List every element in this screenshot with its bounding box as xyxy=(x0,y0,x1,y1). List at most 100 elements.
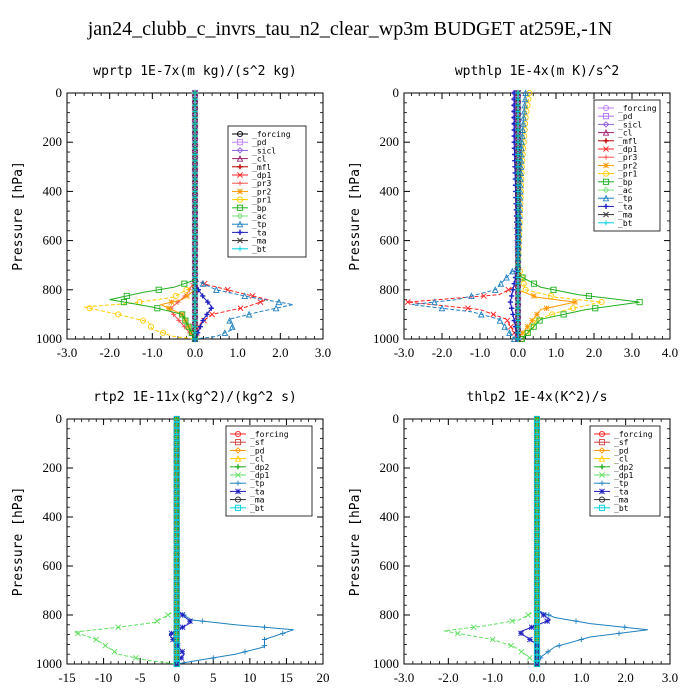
series-marker xyxy=(533,317,540,324)
series-marker xyxy=(573,618,579,624)
legend-marker xyxy=(236,147,244,154)
series-marker xyxy=(173,562,180,570)
series-marker xyxy=(477,310,485,318)
series-marker xyxy=(102,642,109,649)
legend-entry: _forcing xyxy=(232,130,291,139)
series-marker xyxy=(533,624,541,631)
series-marker xyxy=(540,612,547,618)
legend-marker xyxy=(602,104,610,112)
series-marker xyxy=(173,458,180,465)
series-marker xyxy=(533,611,541,619)
legend-box xyxy=(589,425,661,517)
series-marker xyxy=(173,660,180,668)
legend-entry: _mfl xyxy=(232,163,271,172)
plot-frame xyxy=(66,418,324,665)
series-marker xyxy=(533,428,541,435)
series-bt xyxy=(192,90,198,342)
legend-marker xyxy=(234,504,242,511)
series-marker xyxy=(497,280,505,287)
legend-marker xyxy=(603,162,609,169)
legend-entry: _bt xyxy=(598,219,633,228)
x-tick-label: -3.0 xyxy=(394,345,415,360)
series-marker xyxy=(533,605,541,612)
legend-entry: _ma xyxy=(232,237,267,246)
y-tick-label: 400 xyxy=(43,509,63,524)
legend-label: _pr3 xyxy=(618,153,637,162)
legend-entry: _pr2 xyxy=(598,161,637,170)
series-marker xyxy=(515,238,521,244)
series-marker xyxy=(533,556,541,563)
series-marker xyxy=(192,293,198,299)
series-marker xyxy=(519,120,527,127)
legend-marker xyxy=(234,454,242,462)
series-marker xyxy=(533,471,541,478)
x-tick-label: 2.0 xyxy=(272,345,288,360)
legend-marker xyxy=(602,170,610,177)
legend-marker xyxy=(598,447,606,454)
legend-marker xyxy=(237,164,243,170)
series-marker xyxy=(515,182,521,188)
series-marker xyxy=(186,618,193,625)
y-tick-label: 200 xyxy=(43,134,63,149)
legend-marker xyxy=(235,472,241,478)
series-marker xyxy=(480,293,487,299)
series-marker xyxy=(170,636,176,643)
series-marker xyxy=(165,612,171,618)
series-marker xyxy=(192,102,198,108)
series-marker xyxy=(509,305,515,311)
legend-label: _ta xyxy=(250,487,265,496)
series-marker xyxy=(173,624,180,631)
y-tick-label: 200 xyxy=(43,460,63,475)
legend-entry: _dp2 xyxy=(594,463,633,472)
series-marker xyxy=(533,501,541,508)
series-marker xyxy=(179,612,186,618)
series-marker xyxy=(192,324,198,330)
legend-entry: _bt xyxy=(230,504,265,513)
series-marker xyxy=(521,101,528,109)
legend-label: _bp xyxy=(252,204,267,213)
series-marker xyxy=(533,581,541,588)
series-marker xyxy=(533,660,541,668)
series-marker xyxy=(515,274,521,281)
series-marker xyxy=(178,654,185,661)
series-marker xyxy=(518,132,526,140)
series-marker xyxy=(528,624,535,631)
x-tick-label: -5 xyxy=(135,670,146,685)
series-marker xyxy=(140,317,147,324)
series-marker xyxy=(533,630,541,637)
series-marker xyxy=(192,96,198,102)
series-marker xyxy=(508,267,516,275)
series-line xyxy=(517,92,602,340)
series-marker xyxy=(208,305,214,311)
legend-marker xyxy=(234,439,242,446)
series-marker xyxy=(154,305,161,312)
legend-label: _tp xyxy=(618,194,633,203)
series-marker xyxy=(524,329,531,336)
y-tick-label: 400 xyxy=(43,183,63,198)
x-tick-label: -2.0 xyxy=(432,345,453,360)
y-tick-label: 0 xyxy=(56,411,63,426)
series-marker xyxy=(115,624,122,631)
legend-label: _forcing xyxy=(618,104,657,113)
series-marker xyxy=(515,330,521,336)
panel-title: wprtp 1E-7x(m kg)/(s^2 kg) xyxy=(93,64,297,79)
series-dp1 xyxy=(443,609,540,667)
legend-label: _bt xyxy=(250,504,265,513)
series-marker xyxy=(174,642,181,649)
y-tick-label: 0 xyxy=(393,85,400,100)
x-tick-label: 0.0 xyxy=(187,345,203,360)
series-marker xyxy=(173,526,180,533)
series-marker xyxy=(86,305,93,312)
legend-label: _bt xyxy=(614,504,629,513)
legend-label: _pr2 xyxy=(252,187,271,196)
series-marker xyxy=(173,636,180,643)
x-tick-label: 3.0 xyxy=(315,345,331,360)
legend-label: _pr1 xyxy=(252,196,271,205)
series-marker xyxy=(192,201,198,207)
legend-label: _bt xyxy=(252,245,267,254)
series-marker xyxy=(616,630,622,636)
x-tick-label: 0.0 xyxy=(510,345,526,360)
series-marker xyxy=(192,145,198,151)
series-marker xyxy=(229,323,236,330)
series-marker xyxy=(533,464,541,472)
